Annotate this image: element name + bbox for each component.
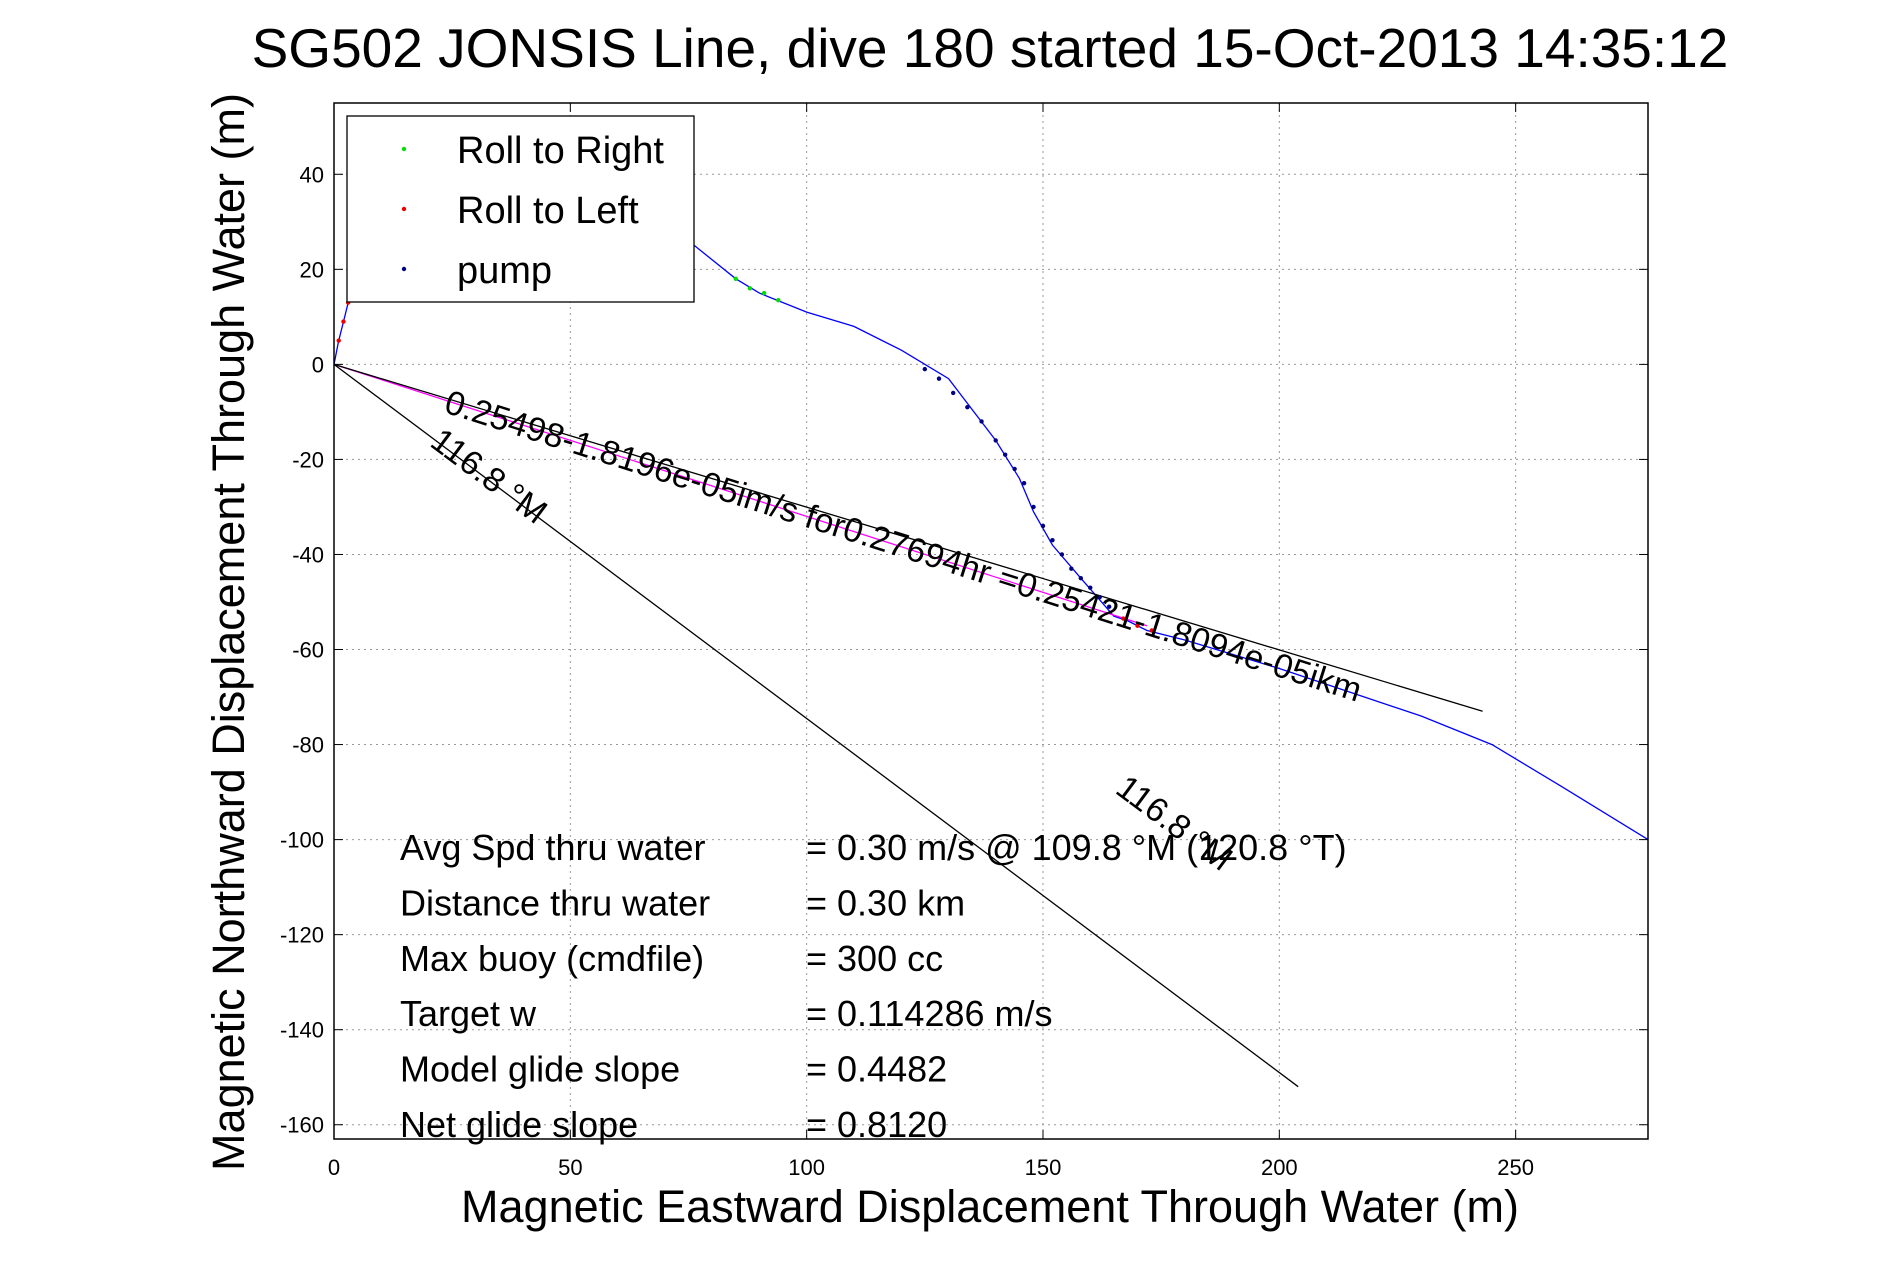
stat-value: = 0.30 km <box>806 882 965 923</box>
data-point <box>748 286 752 290</box>
data-point <box>734 277 738 281</box>
data-point <box>994 438 998 442</box>
data-point <box>1022 481 1026 485</box>
x-tick-label: 200 <box>1261 1155 1298 1180</box>
stat-label: Avg Spd thru water <box>400 827 706 868</box>
x-tick-label: 150 <box>1025 1155 1062 1180</box>
data-point <box>1079 576 1083 580</box>
data-point <box>341 319 345 323</box>
stat-value: = 0.4482 <box>806 1049 947 1090</box>
legend: Roll to Right Roll to Left pump <box>347 116 694 302</box>
legend-label: Roll to Left <box>457 190 639 232</box>
data-point <box>951 391 955 395</box>
y-tick-label: -140 <box>280 1018 324 1043</box>
y-tick-label: -80 <box>292 733 324 758</box>
data-point <box>1003 452 1007 456</box>
stat-label: Model glide slope <box>400 1049 680 1090</box>
y-axis-label: Magnetic Northward Displacement Through … <box>203 93 254 1171</box>
data-point <box>776 298 780 302</box>
y-tick-label: 20 <box>300 257 324 282</box>
y-tick-label: -60 <box>292 638 324 663</box>
legend-label: pump <box>457 250 552 292</box>
data-point <box>1069 567 1073 571</box>
data-point <box>937 376 941 380</box>
data-point <box>1060 552 1064 556</box>
x-tick-label: 50 <box>558 1155 582 1180</box>
chart-title: SG502 JONSIS Line, dive 180 started 15-O… <box>252 17 1729 79</box>
stat-value: = 0.114286 m/s <box>806 993 1053 1034</box>
data-point <box>762 291 766 295</box>
legend-marker <box>402 207 406 211</box>
x-axis-label: Magnetic Eastward Displacement Through W… <box>461 1181 1519 1232</box>
data-point <box>1050 538 1054 542</box>
data-point <box>337 338 341 342</box>
y-tick-label: -100 <box>280 828 324 853</box>
chart-annotation: 0.25498-1.8196e-05im/s for0.27694hr =0.2… <box>440 383 1366 709</box>
data-point <box>979 419 983 423</box>
data-point <box>923 367 927 371</box>
y-tick-label: -40 <box>292 542 324 567</box>
legend-marker <box>402 267 406 271</box>
data-point <box>1041 524 1045 528</box>
data-point <box>1012 467 1016 471</box>
data-point <box>965 405 969 409</box>
stat-label: Max buoy (cmdfile) <box>400 938 704 979</box>
stat-value: = 300 cc <box>806 938 943 979</box>
data-point <box>1031 505 1035 509</box>
y-tick-label: -120 <box>280 923 324 948</box>
y-tick-label: 0 <box>312 352 324 377</box>
y-tick-label: 40 <box>300 162 324 187</box>
stat-label: Target w <box>400 993 537 1034</box>
legend-label: Roll to Right <box>457 130 664 172</box>
stats-block: Avg Spd thru water = 0.30 m/s @ 109.8 °M … <box>400 827 1347 1145</box>
legend-marker <box>402 147 406 151</box>
y-tick-label: -160 <box>280 1113 324 1138</box>
y-tick-label: -20 <box>292 447 324 472</box>
x-tick-label: 250 <box>1497 1155 1534 1180</box>
stat-value: = 0.30 m/s @ 109.8 °M (120.8 °T) <box>806 827 1347 868</box>
x-tick-label: 0 <box>328 1155 340 1180</box>
chart-annotations: 0.25498-1.8196e-05im/s for0.27694hr =0.2… <box>424 383 1366 878</box>
x-tick-label: 100 <box>788 1155 825 1180</box>
stat-label: Distance thru water <box>400 882 710 923</box>
